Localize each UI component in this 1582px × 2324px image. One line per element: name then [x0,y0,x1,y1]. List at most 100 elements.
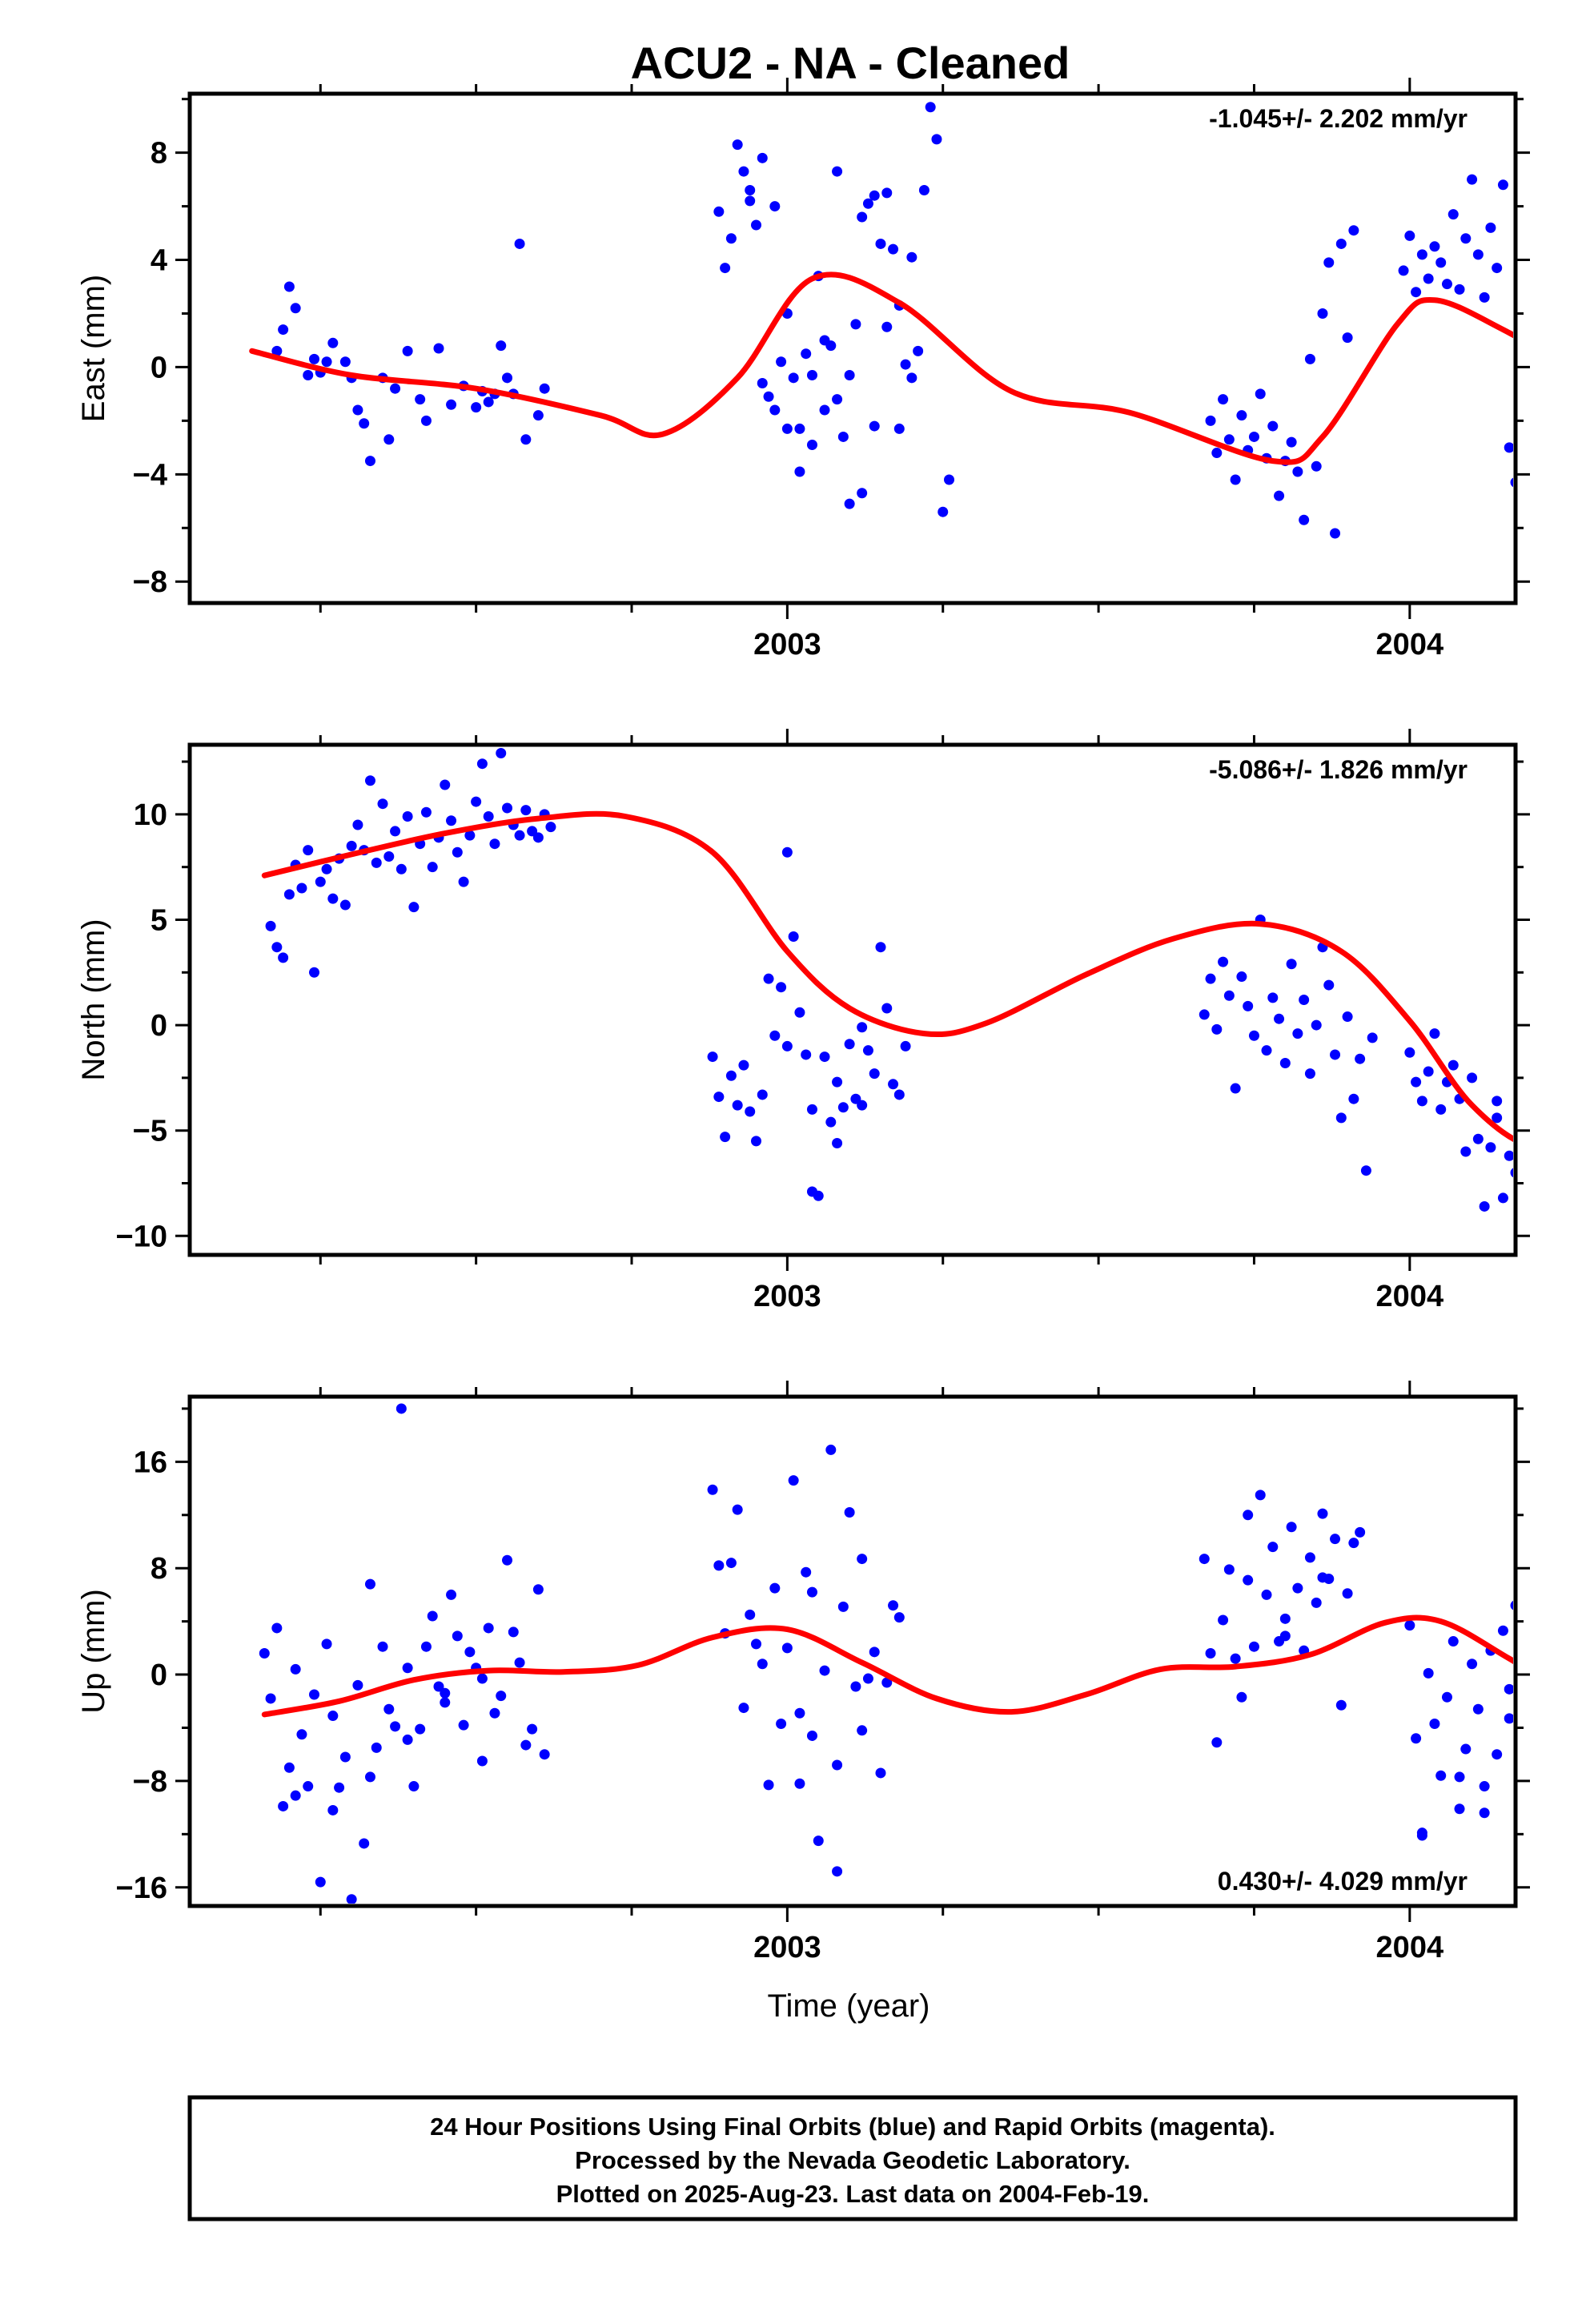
up-data-point [1355,1526,1366,1538]
up-data-point [869,1647,880,1658]
up-data-point [321,1638,332,1650]
north-ytick-label: 5 [151,903,167,937]
up-data-point [1579,1630,1582,1641]
up-data-point [1504,1683,1513,1695]
north-data-point [769,1030,781,1041]
north-data-point [496,748,507,759]
east-data-point [1211,448,1223,459]
up-data-point [464,1647,476,1658]
up-plot-frame [187,1394,1518,1908]
up-ytick-label: 0 [151,1659,167,1692]
north-data-point [364,775,375,786]
east-data-point [862,198,873,209]
north-data-point [732,1100,743,1111]
east-ytick-label: 0 [151,351,167,384]
east-model-curve [249,271,1513,465]
east-data-point [1416,249,1427,260]
east-data-point [769,201,781,212]
east-data-point [1292,466,1303,477]
north-data-point [837,1102,849,1113]
east-data-point [539,383,550,394]
up-data-point [402,1734,413,1745]
up-data-point [427,1610,438,1622]
east-data-point [1523,565,1533,576]
up-data-point [781,1642,793,1654]
up-data-point [283,1762,295,1773]
up-data-point [339,1751,351,1763]
up-data-point [359,1838,370,1849]
east-data-point [893,423,905,434]
east-data-point [1411,287,1422,298]
up-data-point [327,1711,339,1722]
east-data-point [1223,434,1235,445]
up-data-point [371,1742,382,1753]
east-data-point [303,369,314,380]
north-data-point [1541,1124,1552,1134]
north-data-point [888,1079,899,1090]
north-data-point [1447,1059,1459,1071]
north-data-point [1223,990,1235,1001]
east-data-point [483,396,494,408]
north-data-point [1548,1045,1558,1055]
north-data-point [1541,1142,1552,1152]
east-data-point [502,372,513,384]
north-data-point [296,883,307,894]
east-data-point [271,345,283,356]
up-data-point [502,1554,513,1566]
north-data-point [377,798,388,810]
east-plot-frame [187,91,1518,605]
figure-title: ACU2 - NA - Cleaned [631,38,1070,88]
up-data-point [1516,1748,1527,1759]
east-data-point [832,166,843,177]
east-data-point [1404,230,1415,241]
north-data-point [1492,1112,1503,1124]
east-data-point [745,195,756,207]
up-data-point [1279,1613,1291,1624]
north-model-curve [261,810,1513,1142]
up-data-point [415,1723,426,1735]
east-data-point [794,466,805,477]
north-data-point [1230,1083,1241,1094]
east-data-point [1497,179,1508,191]
north-xtick-label: 2004 [1376,1280,1444,1313]
up-data-point [1348,1538,1359,1549]
up-ytick-label: 8 [151,1552,167,1586]
east-data-point [806,369,817,380]
north-data-point [464,830,476,841]
north-ytick-label: 10 [134,798,167,832]
up-data-point [750,1638,761,1650]
up-data-point [402,1663,413,1674]
up-data-point [489,1707,500,1719]
east-data-point [857,211,868,223]
north-data-point [1554,1071,1564,1081]
east-data-point [745,185,756,196]
up-data-point [1236,1691,1247,1703]
east-data-point [757,152,768,163]
north-data-point [1411,1076,1422,1088]
north-data-point [844,1039,855,1050]
up-data-point [857,1725,868,1736]
north-data-point [315,876,326,887]
up-data-point [1566,1781,1576,1791]
north-data-point [1523,1136,1533,1146]
north-data-point [489,838,500,850]
east-data-point [1205,415,1216,426]
east-data-point [471,402,482,413]
east-data-point [420,415,432,426]
up-data-point [832,1866,843,1877]
up-data-point [334,1782,345,1793]
up-data-point [1447,1636,1459,1647]
east-data-point [769,404,781,416]
north-data-point [781,846,793,858]
east-data-point [832,394,843,405]
up-ytick-label: 16 [134,1445,167,1479]
east-data-point [806,440,817,451]
up-data-point [271,1622,283,1634]
up-data-point [1523,1815,1533,1825]
up-data-point [888,1600,899,1611]
up-data-point [794,1778,805,1789]
east-xtick-label: 2004 [1376,628,1444,661]
north-data-point [1516,1164,1527,1174]
up-rate-label: 0.430+/- 4.029 mm/yr [1218,1867,1468,1896]
up-data-point [315,1876,326,1888]
